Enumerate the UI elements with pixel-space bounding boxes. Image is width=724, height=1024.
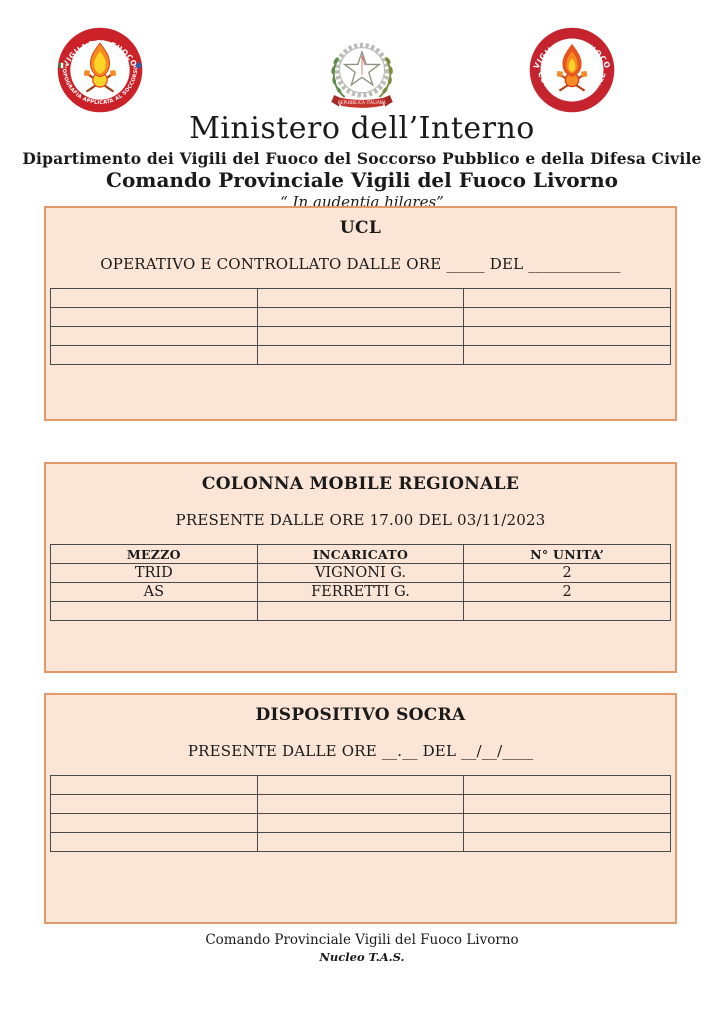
section-colonna-mobile: COLONNA MOBILE REGIONALE PRESENTE DALLE … [44, 462, 677, 673]
section-socra-subtitle: PRESENTE DALLE ORE __.__ DEL __/__/____ [187, 742, 534, 760]
footer-command-line: Comando Provinciale Vigili del Fuoco Liv… [205, 932, 519, 948]
section-dispositivo-socra: DISPOSITIVO SOCRA PRESENTE DALLE ORE __.… [44, 693, 677, 924]
ministry-title: Ministero dell’Interno [189, 111, 535, 146]
cogwheel [334, 42, 390, 98]
table-row [50, 307, 671, 327]
section-colonna-title: COLONNA MOBILE REGIONALE [201, 474, 520, 494]
ribbon-text: REPUBBLICA ITALIANA [338, 100, 386, 105]
table-row [50, 345, 671, 365]
tas-badge-logo: VIGILI DEL FUOCO TOPOGRAFIA APPLICATA AL… [55, 24, 145, 116]
axe-head-right [109, 70, 117, 77]
axe-head-left [83, 70, 91, 77]
colonna-mobile-table: MEZZO INCARICATO N° UNITA’ TRID VIGNONI … [50, 544, 671, 621]
column-header-incaricato: INCARICATO [256, 544, 465, 564]
table-header-row: MEZZO INCARICATO N° UNITA’ [50, 544, 671, 564]
table-row [50, 832, 671, 852]
table-row [50, 794, 671, 814]
tas-flag-mark [58, 62, 66, 69]
socra-table [50, 775, 671, 852]
section-ucl-title: UCL [339, 218, 382, 238]
column-header-n-unita: N° UNITA’ [463, 544, 671, 564]
table-row [50, 775, 671, 795]
command-line: Comando Provinciale Vigili del Fuoco Liv… [106, 168, 618, 193]
ucl-table [50, 288, 671, 365]
corpo-nazionale-badge-icon: VIGILI DEL FUOCO CORPO NAZIONALE [529, 27, 615, 113]
section-ucl-subtitle: OPERATIVO E CONTROLLATO DALLE ORE _____ … [100, 255, 621, 273]
star-detail [361, 55, 366, 75]
section-colonna-subtitle: PRESENTE DALLE ORE 17.00 DEL 03/11/2023 [175, 511, 546, 529]
table-row: AS FERRETTI G. 2 [50, 582, 671, 602]
axe-head-right [581, 70, 588, 78]
flame-icon [562, 43, 582, 77]
flame-icon [89, 42, 111, 78]
repubblica-emblem-icon: REPUBBLICA ITALIANA [331, 42, 393, 108]
axe-head-left [556, 70, 563, 78]
olive-branch [331, 57, 346, 98]
department-line: Dipartimento dei Vigili del Fuoco del So… [22, 148, 702, 168]
tas-blue-dot [135, 62, 142, 69]
table-row: TRID VIGNONI G. 2 [50, 563, 671, 583]
footer-nucleo-tas: Nucleo T.A.S. [319, 949, 405, 964]
table-row [50, 288, 671, 308]
section-ucl: UCL OPERATIVO E CONTROLLATO DALLE ORE __… [44, 206, 677, 421]
document-footer: Comando Provinciale Vigili del Fuoco Liv… [0, 932, 724, 964]
table-row [50, 601, 671, 621]
repubblica-italiana-emblem: REPUBBLICA ITALIANA [314, 26, 410, 122]
table-row [50, 813, 671, 833]
table-row [50, 326, 671, 346]
document-header: Ministero dell’Interno Dipartimento dei … [0, 111, 724, 212]
corpo-nazionale-badge-logo: VIGILI DEL FUOCO CORPO NAZIONALE [527, 24, 617, 116]
ribbon-banner: REPUBBLICA ITALIANA [331, 95, 393, 108]
tas-badge-icon: VIGILI DEL FUOCO TOPOGRAFIA APPLICATA AL… [57, 27, 143, 113]
column-header-mezzo: MEZZO [50, 544, 258, 564]
oak-branch [378, 57, 393, 98]
section-socra-title: DISPOSITIVO SOCRA [255, 705, 466, 725]
